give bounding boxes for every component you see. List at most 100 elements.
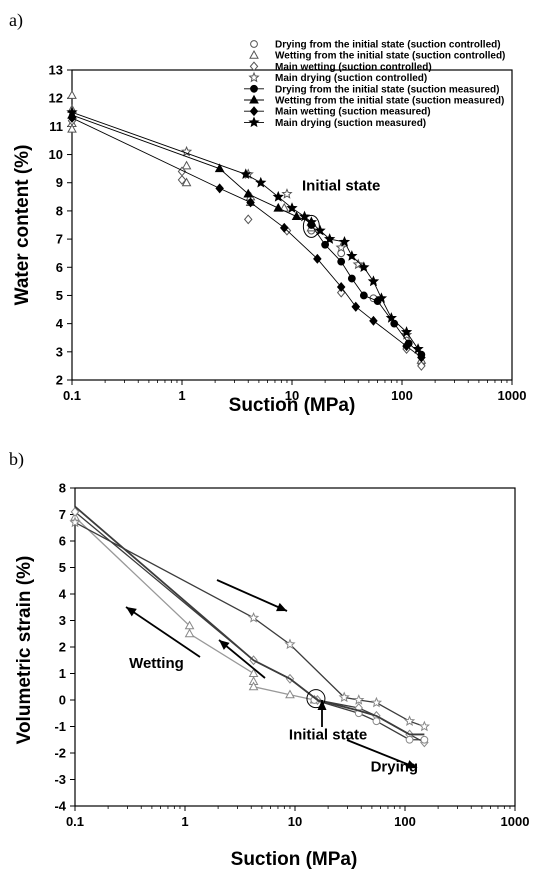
data-point: [335, 241, 347, 253]
data-point: [180, 145, 193, 157]
data-point: [358, 261, 370, 273]
data-point: [369, 315, 378, 326]
y-tick-label: 8: [56, 203, 63, 218]
series-line: [74, 511, 425, 743]
direction-arrows: [125, 579, 418, 769]
x-tick-label: 1: [178, 388, 185, 403]
y-tick-label: 2: [59, 640, 66, 655]
data-point: [418, 720, 430, 732]
data-point: [370, 696, 383, 708]
data-point: [417, 360, 426, 371]
y-tick-label: 0: [59, 693, 66, 708]
x-tick-label: 100: [394, 814, 416, 829]
series-4: [69, 516, 430, 732]
data-point: [181, 160, 192, 170]
data-point: [375, 292, 388, 304]
data-point: [412, 343, 424, 354]
data-point: [243, 214, 253, 225]
y-tick-label: 13: [49, 63, 63, 78]
data-point: [338, 691, 350, 703]
data-point: [353, 694, 365, 705]
x-axis-title: Suction (MPa): [229, 395, 356, 416]
data-point: [181, 177, 192, 187]
legend-marker: [250, 84, 258, 93]
data-point: [272, 190, 284, 202]
data-point: [336, 287, 346, 298]
legend: Drying from the initial state (suction c…: [244, 40, 505, 129]
x-axis-title: Suction (MPa): [231, 849, 358, 870]
y-tick-label: -3: [54, 772, 66, 787]
y-tick-label: 7: [56, 232, 63, 247]
data-point: [286, 202, 298, 213]
data-point: [273, 202, 284, 212]
annotation-label: Initial state: [289, 726, 367, 743]
series-8: [66, 106, 424, 354]
legend-entry: Main wetting (suction controlled): [249, 61, 432, 73]
drying-arrow-lower-head: [406, 760, 417, 769]
y-tick-label: 12: [49, 91, 63, 106]
data-point: [420, 735, 429, 744]
panel-a-label: a): [9, 10, 23, 31]
drying-arrow-upper: [216, 579, 288, 612]
initial-state-label: Initial state: [302, 178, 380, 195]
x-tick-label: 100: [391, 388, 413, 403]
x-tick-label: 1000: [498, 388, 527, 403]
y-tick-label: -2: [54, 746, 66, 761]
data-point: [359, 291, 368, 300]
data-point: [417, 352, 426, 363]
y-tick-label: 6: [59, 534, 66, 549]
legend-label: Wetting from the initial state (suction …: [275, 51, 505, 62]
series-line: [71, 117, 422, 358]
data-point: [324, 233, 336, 244]
y-tick-label: 4: [56, 316, 64, 331]
data-point: [372, 717, 381, 726]
data-point: [247, 611, 260, 623]
series-2: [70, 506, 429, 748]
y-tick-label: 7: [59, 507, 66, 522]
y-tick-label: 5: [59, 560, 66, 575]
data-point: [313, 253, 322, 264]
drying-arrow-lower: [346, 739, 418, 769]
data-point: [385, 312, 397, 323]
legend-label: Main wetting (suction measured): [275, 107, 431, 118]
wetting-arrow-mid-head: [219, 640, 230, 650]
legend-entry: Main drying (suction controlled): [248, 71, 427, 84]
data-point: [255, 176, 267, 188]
data-point: [405, 735, 414, 744]
legend-label: Main drying (suction measured): [275, 118, 426, 129]
data-point: [403, 715, 416, 726]
data-point: [402, 341, 411, 352]
y-tick-label: 9: [56, 175, 63, 190]
y-tick-label: 11: [49, 119, 63, 134]
data-point: [284, 638, 296, 650]
x-tick-label: 10: [285, 388, 299, 403]
data-point: [70, 506, 80, 517]
y-tick-label: 10: [49, 147, 63, 162]
legend-entry: Drying from the initial state (suction m…: [244, 84, 499, 95]
initial-state-circle: [302, 214, 320, 238]
panel-b-label: b): [9, 449, 24, 470]
legend-marker: [249, 94, 259, 104]
data-point: [177, 174, 187, 185]
x-tick-label: 1000: [501, 814, 530, 829]
initial-state-arrow-head: [317, 700, 327, 710]
legend-label: Main drying (suction controlled): [275, 73, 427, 84]
legend-marker: [249, 106, 259, 117]
legend-marker: [249, 49, 259, 59]
data-point: [184, 628, 195, 638]
y-axis-title: Water content (%): [12, 145, 33, 306]
legend-marker: [250, 40, 258, 48]
legend-marker: [248, 116, 260, 128]
series-line: [74, 521, 425, 728]
water-content-chart: 0.1 1 10 100 1000 2 3 4 5 6 7 8 9 10 11 12 13 Drying fro…: [12, 40, 526, 417]
annotation-label: Drying: [371, 758, 419, 775]
x-tick-label: 0.1: [66, 814, 84, 829]
y-tick-label: 6: [56, 260, 63, 275]
series-line: [74, 505, 425, 736]
data-point: [337, 257, 346, 266]
data-point: [281, 188, 293, 199]
data-point: [69, 516, 81, 528]
series-line: [71, 111, 419, 350]
data-point: [66, 106, 78, 118]
